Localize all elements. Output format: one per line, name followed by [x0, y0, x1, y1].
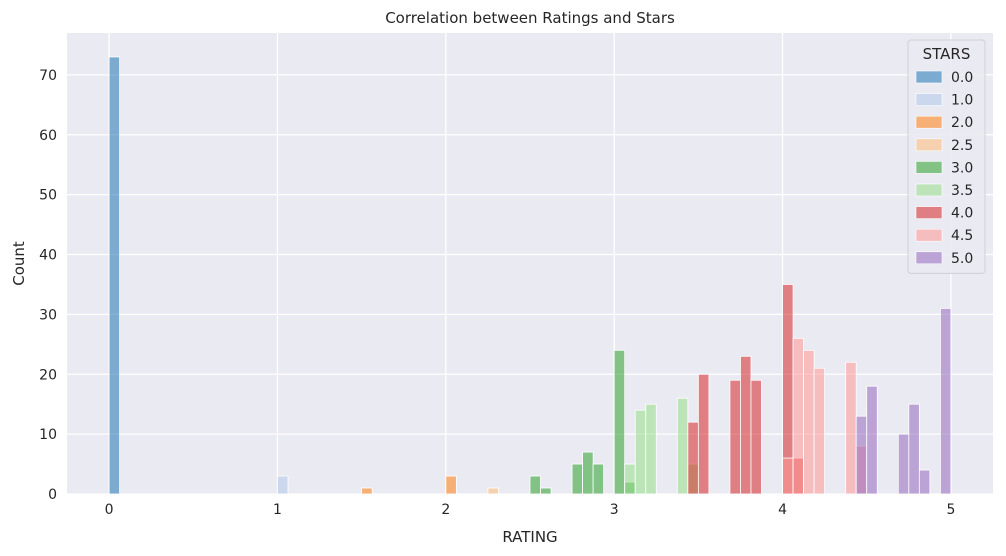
bar-stars-3.0 [592, 463, 605, 495]
bar-stars-4.5 [792, 337, 804, 495]
legend-swatch [915, 161, 943, 174]
y-tick-label: 70 [39, 68, 57, 84]
bar-stars-2.5 [487, 487, 499, 495]
bar-stars-1.0 [277, 475, 289, 495]
bar-stars-4.5 [813, 367, 826, 495]
y-tick-label: 50 [39, 188, 57, 204]
bar-stars-2.0 [445, 475, 457, 495]
bar-stars-3.5 [645, 403, 657, 495]
bar-stars-4.0 [687, 421, 699, 495]
y-axis-label: Count [10, 241, 28, 286]
legend-swatch [915, 183, 943, 197]
legend-items: 0.0 1.0 2.0 2.5 3.0 3.5 4.0 4.5 5.0 [915, 70, 973, 267]
x-tick-label: 4 [778, 502, 787, 518]
bar-stars-4.0 [740, 355, 752, 495]
legend-label: 2.5 [951, 138, 973, 154]
y-axis-ticks: 0 10 20 30 40 50 60 70 [39, 68, 57, 503]
bar-stars-0.0 [108, 56, 121, 495]
legend-label: 2.0 [951, 115, 973, 131]
bar-stars-4.0 [750, 379, 762, 495]
legend-swatch [915, 138, 943, 152]
legend: STARS 0.0 1.0 2.0 2.5 3.0 3.5 4.0 4.5 5.0 [907, 39, 986, 274]
bar-stars-3.5 [624, 463, 636, 495]
legend-swatch [915, 70, 943, 84]
bar-stars-4.5 [803, 349, 815, 495]
bar-stars-3.5 [676, 397, 689, 495]
x-tick-label: 5 [946, 502, 955, 518]
legend-swatch [915, 228, 943, 242]
legend-label: 5.0 [951, 251, 973, 267]
bar-stars-3.5 [634, 409, 647, 495]
legend-title: STARS [923, 45, 971, 63]
y-tick-label: 20 [39, 367, 57, 383]
legend-swatch [915, 206, 943, 219]
bar-stars-4.5 [845, 361, 857, 495]
x-axis-label: RATING [502, 528, 557, 546]
bar-stars-5.0 [866, 385, 878, 495]
legend-label: 3.5 [951, 183, 973, 199]
legend-label: 0.0 [951, 70, 973, 86]
y-tick-label: 40 [39, 248, 57, 264]
bar-stars-4.0 [697, 373, 710, 495]
y-tick-label: 10 [39, 427, 57, 443]
legend-swatch [915, 115, 943, 129]
bar-stars-5.0 [855, 415, 868, 495]
x-tick-label: 1 [273, 502, 282, 518]
bar-stars-5.0 [908, 403, 920, 495]
x-tick-label: 0 [105, 502, 114, 518]
legend-label: 4.0 [951, 206, 973, 222]
bar-stars-3.0 [613, 349, 626, 495]
legend-label: 1.0 [951, 93, 973, 109]
bar-stars-3.0 [529, 475, 541, 495]
legend-swatch [915, 251, 943, 265]
bar-stars-5.0 [897, 433, 910, 495]
y-tick-label: 30 [39, 307, 57, 323]
x-axis-ticks: 0 1 2 3 4 5 [105, 502, 956, 518]
bars-group [108, 56, 952, 495]
bar-stars-4.0 [729, 379, 741, 495]
legend-label: 3.0 [951, 160, 973, 176]
chart-title: Correlation between Ratings and Stars [385, 9, 675, 27]
legend-swatch [915, 93, 943, 106]
bar-stars-5.0 [918, 469, 931, 495]
plot-area [67, 33, 993, 494]
bar-stars-3.0 [571, 463, 584, 495]
y-tick-label: 60 [39, 128, 57, 144]
bar-stars-4.5 [782, 457, 794, 495]
y-tick-label: 0 [48, 487, 57, 503]
bar-stars-3.0 [540, 487, 552, 495]
x-tick-label: 2 [441, 502, 450, 518]
bar-stars-3.0 [582, 451, 594, 495]
x-tick-label: 3 [610, 502, 619, 518]
bar-stars-5.0 [939, 308, 952, 495]
legend-label: 4.5 [951, 228, 973, 244]
bar-stars-2.0 [361, 487, 373, 495]
